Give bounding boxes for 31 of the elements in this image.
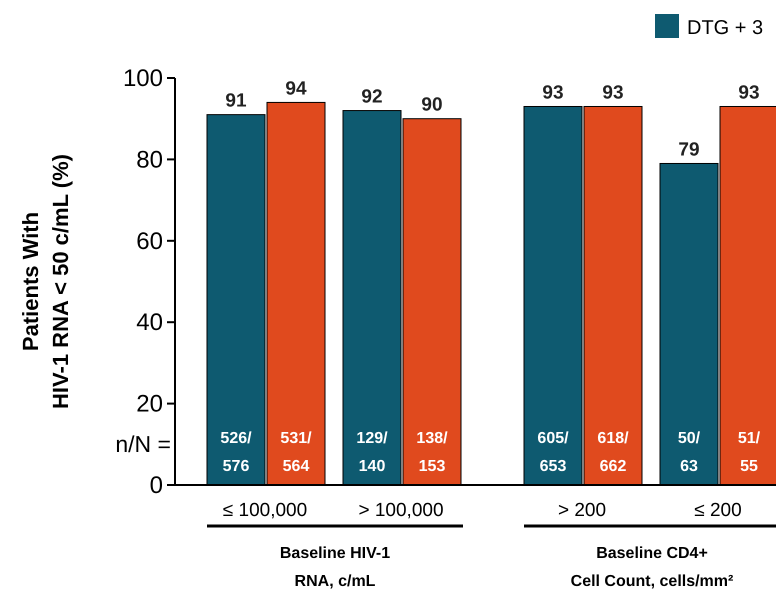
y-tick-label: 100 — [122, 65, 163, 92]
legend-label: DTG + 3 — [687, 17, 764, 39]
annotation: 618/ 662 — [597, 430, 630, 475]
annotation: 138/ 153 — [416, 430, 448, 475]
data-label: 91 — [225, 90, 247, 112]
data-label: 93 — [542, 82, 564, 104]
x-tick-label: > 100,000 — [358, 500, 444, 521]
data-label: 90 — [421, 94, 443, 116]
y-tick-label: 40 — [136, 309, 163, 336]
text: Baseline CD4+ Cell Count, cells/mm² — [570, 545, 734, 590]
annotation: 531/ 564 — [280, 430, 312, 475]
annotation: 526/ 576 — [220, 430, 252, 475]
text: n/N = — [115, 431, 171, 457]
y-tick-label: 0 — [150, 472, 163, 499]
y-axis-title: Patients With HIV-1 RNA < 50 c/mL (%) — [18, 154, 73, 409]
y-tick-label: 60 — [136, 228, 163, 255]
x-tick-label: ≤ 200 — [694, 500, 742, 521]
annotation: 51/ 55 — [738, 430, 761, 475]
annotation: 129/ 140 — [356, 430, 388, 475]
text: Baseline HIV-1 RNA, c/mL — [280, 545, 390, 590]
data-label: 93 — [738, 82, 760, 104]
data-label: 94 — [285, 78, 307, 100]
data-label: 93 — [602, 82, 624, 104]
data-label: 92 — [361, 86, 383, 108]
x-tick-label: > 200 — [558, 500, 606, 521]
y-tick-label: 20 — [136, 390, 163, 418]
x-tick-label: ≤ 100,000 — [222, 500, 308, 521]
annotation: 50/ 63 — [678, 430, 701, 475]
annotation: 605/ 653 — [537, 430, 570, 475]
y-tick-label: 80 — [136, 146, 163, 174]
data-label: 79 — [678, 139, 700, 160]
